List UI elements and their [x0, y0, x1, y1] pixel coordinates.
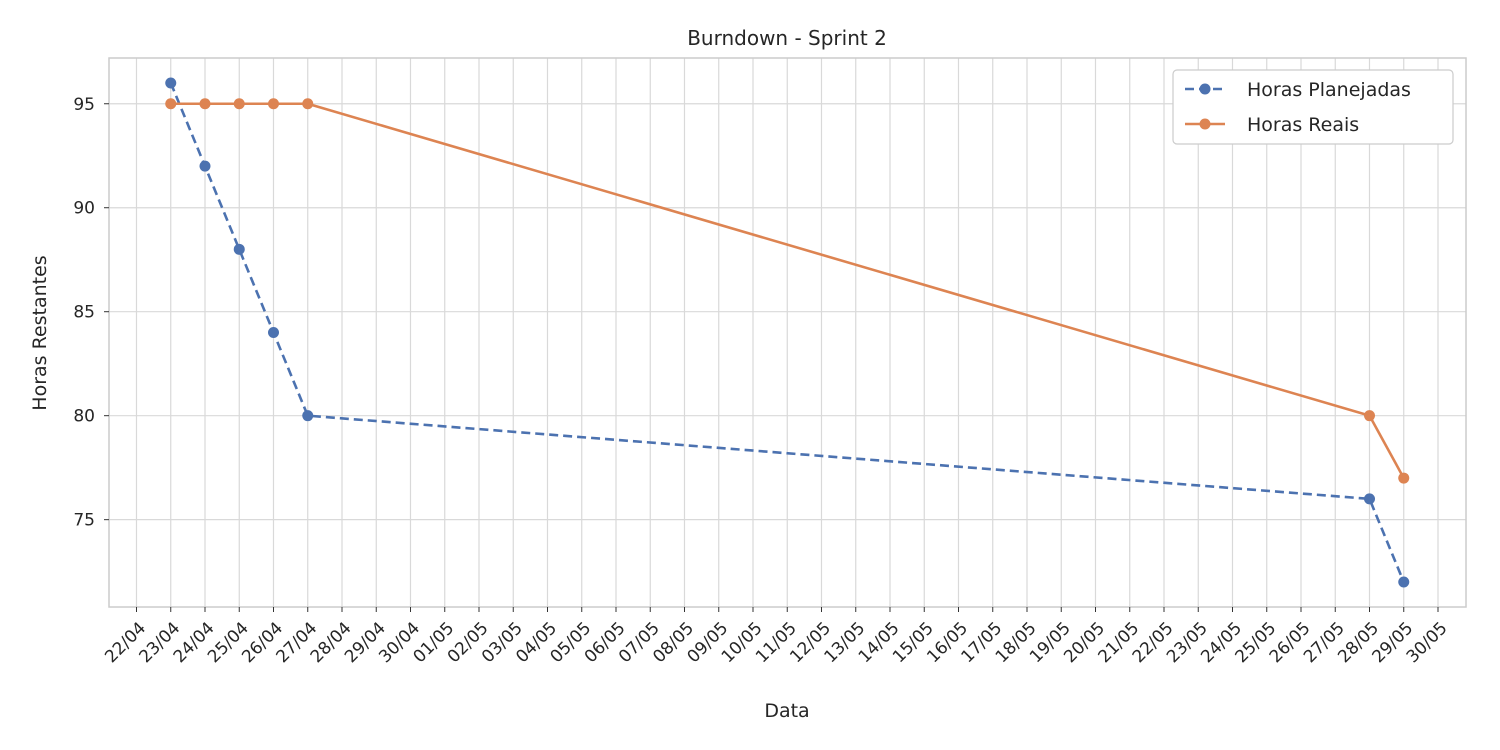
legend-label: Horas Reais	[1247, 114, 1359, 136]
x-tick-labels: 22/0423/0424/0425/0426/0427/0428/0429/04…	[101, 607, 1452, 667]
data-point	[1398, 576, 1410, 588]
legend-marker	[1199, 118, 1211, 130]
y-tick-label: 75	[73, 511, 95, 531]
data-point	[199, 98, 211, 110]
legend-entry: Horas Reais	[1185, 114, 1359, 136]
y-tick-label: 85	[73, 303, 95, 323]
data-point	[165, 98, 177, 110]
series-layer	[165, 77, 1410, 588]
grid	[109, 58, 1466, 607]
series-1	[165, 77, 1410, 588]
data-point	[268, 98, 279, 110]
data-point	[302, 98, 314, 110]
chart-title: Burndown - Sprint 2	[687, 26, 887, 50]
data-point	[268, 327, 279, 338]
data-point	[1364, 493, 1375, 505]
data-point	[233, 98, 245, 110]
legend-box	[1172, 69, 1454, 145]
y-tick-label: 80	[73, 407, 95, 427]
data-point	[1398, 472, 1410, 484]
y-axis-label: Horas Restantes	[29, 255, 51, 410]
data-point	[302, 410, 314, 422]
legend-label: Horas Planejadas	[1247, 79, 1411, 101]
legend: Horas Planejadas Horas Reais	[1172, 69, 1454, 145]
series-2	[165, 98, 1410, 484]
y-tick-labels: 75 80 85 90 95	[73, 95, 109, 531]
data-point	[233, 243, 245, 255]
legend-entry: Horas Planejadas	[1185, 79, 1411, 101]
data-point	[1364, 410, 1375, 422]
y-tick-label: 95	[73, 95, 95, 115]
y-tick-label: 90	[73, 199, 95, 219]
data-point	[165, 77, 177, 89]
legend-marker	[1199, 83, 1211, 95]
data-point	[199, 160, 211, 172]
x-axis-label: Data	[764, 700, 809, 722]
